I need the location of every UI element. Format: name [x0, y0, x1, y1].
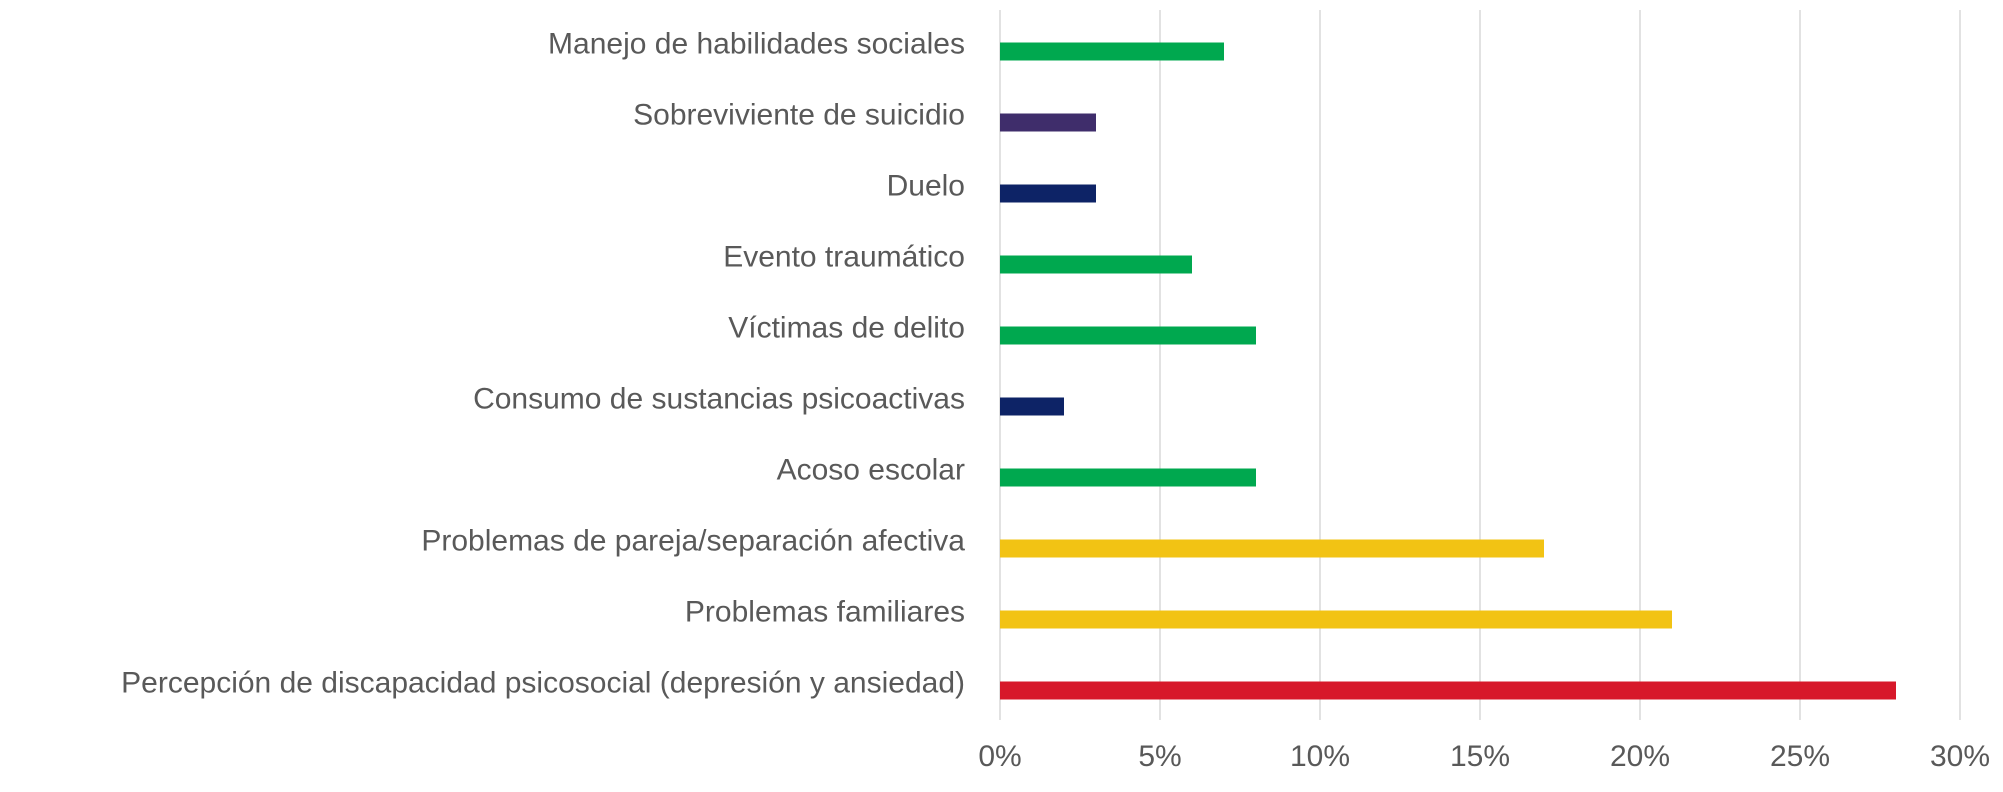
x-tick-label: 30%	[1930, 740, 1990, 773]
x-tick-label: 25%	[1770, 740, 1830, 773]
bar	[1000, 468, 1256, 487]
bar	[1000, 326, 1256, 345]
x-tick-label: 20%	[1610, 740, 1670, 773]
bar	[1000, 610, 1672, 629]
bar	[1000, 397, 1064, 416]
y-tick-label: Duelo	[887, 169, 965, 202]
bar	[1000, 255, 1192, 274]
x-tick-label: 10%	[1290, 740, 1350, 773]
y-tick-label: Evento traumático	[723, 240, 965, 273]
x-tick-label: 5%	[1138, 740, 1181, 773]
y-tick-label: Acoso escolar	[777, 453, 965, 486]
y-tick-label: Sobreviviente de suicidio	[633, 98, 965, 131]
y-tick-label: Consumo de sustancias psicoactivas	[473, 382, 965, 415]
bar	[1000, 539, 1544, 558]
y-tick-label: Víctimas de delito	[728, 311, 965, 344]
bar	[1000, 42, 1224, 61]
x-tick-label: 0%	[978, 740, 1021, 773]
bar	[1000, 113, 1096, 132]
y-tick-label: Manejo de habilidades sociales	[548, 27, 965, 60]
y-tick-label: Problemas familiares	[685, 595, 965, 628]
y-tick-label: Percepción de discapacidad psicosocial (…	[121, 666, 965, 699]
bar	[1000, 184, 1096, 203]
bar	[1000, 681, 1896, 700]
x-tick-label: 15%	[1450, 740, 1510, 773]
y-tick-label: Problemas de pareja/separación afectiva	[421, 524, 965, 557]
